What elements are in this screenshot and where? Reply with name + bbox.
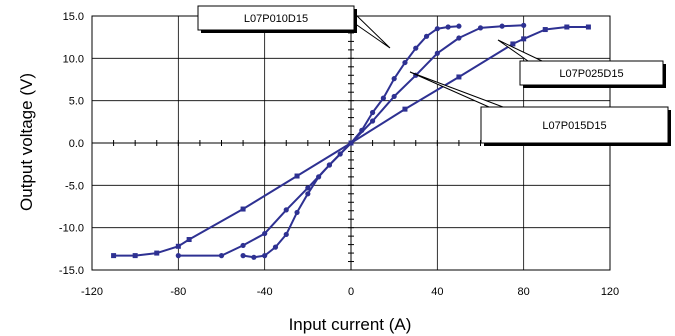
data-point bbox=[283, 207, 289, 213]
data-point bbox=[585, 24, 591, 30]
data-point bbox=[423, 33, 430, 39]
y-tick-label: -5.0 bbox=[65, 180, 84, 192]
data-point bbox=[369, 109, 376, 116]
data-point bbox=[391, 76, 397, 82]
data-point bbox=[240, 242, 246, 249]
x-tick-label: 120 bbox=[601, 286, 619, 298]
tick-labels: -120 -80 -40 0 40 80 120 15.0 10.0 5.0 0.0 -5.0 -10.… bbox=[59, 11, 619, 298]
y-axis-title: Output voltage (V) bbox=[17, 73, 36, 211]
callout-label: L07P025D15 bbox=[559, 68, 623, 80]
callout-label: L07P010D15 bbox=[244, 13, 308, 25]
y-tick-label: 0.0 bbox=[69, 138, 84, 150]
data-point bbox=[521, 22, 527, 28]
y-tick-label: 15.0 bbox=[63, 11, 84, 23]
x-tick-label: -120 bbox=[81, 286, 103, 298]
data-point bbox=[564, 24, 570, 30]
data-point bbox=[402, 59, 408, 66]
x-tick-label: 80 bbox=[518, 286, 530, 298]
series-l07p015d15 bbox=[175, 22, 527, 259]
data-point bbox=[456, 23, 462, 29]
data-point bbox=[499, 23, 505, 29]
data-point bbox=[175, 253, 181, 259]
y-tick-label: -10.0 bbox=[59, 223, 84, 235]
data-point bbox=[542, 27, 548, 33]
data-point bbox=[434, 50, 440, 56]
data-point bbox=[294, 173, 300, 179]
data-point bbox=[262, 253, 268, 259]
data-point bbox=[305, 191, 311, 197]
data-point bbox=[186, 237, 192, 243]
data-point bbox=[348, 140, 354, 146]
data-point bbox=[251, 254, 257, 260]
data-point bbox=[380, 95, 386, 101]
data-point bbox=[305, 185, 311, 191]
data-point bbox=[240, 206, 246, 212]
y-tick-label: 10.0 bbox=[63, 53, 84, 65]
data-point bbox=[477, 25, 484, 31]
callouts: L07P010D15 L07P025D15 L07P015D15 bbox=[197, 5, 671, 146]
data-point bbox=[402, 106, 408, 112]
data-point bbox=[510, 41, 516, 47]
x-tick-label: 40 bbox=[431, 286, 443, 298]
data-point bbox=[262, 230, 268, 237]
data-point bbox=[456, 35, 462, 41]
series-line bbox=[178, 24, 524, 257]
data-point bbox=[434, 26, 440, 32]
data-point bbox=[154, 250, 160, 256]
data-point bbox=[521, 36, 527, 42]
data-point bbox=[413, 45, 419, 51]
callout-box bbox=[480, 106, 669, 144]
x-tick-label: -80 bbox=[170, 286, 186, 298]
x-tick-label: 0 bbox=[348, 286, 354, 298]
data-point bbox=[391, 93, 397, 100]
data-point bbox=[326, 162, 333, 168]
series-l07p025d15 bbox=[111, 24, 591, 259]
callout-box bbox=[519, 60, 664, 86]
callout-l07p025d15: L07P025D15 bbox=[497, 39, 666, 88]
data-point bbox=[132, 253, 138, 259]
callout-l07p015d15: L07P015D15 bbox=[409, 71, 671, 146]
data-point bbox=[175, 243, 181, 249]
series-group bbox=[111, 22, 591, 260]
y-tick-label: -15.0 bbox=[59, 265, 84, 277]
data-point bbox=[272, 244, 279, 250]
data-point bbox=[240, 253, 246, 259]
y-tick-label: 5.0 bbox=[69, 96, 84, 108]
data-point bbox=[294, 209, 300, 216]
callout-l07p010d15: L07P010D15 bbox=[197, 5, 391, 49]
data-point bbox=[369, 118, 376, 124]
callout-box bbox=[197, 5, 355, 31]
x-tick-label: -40 bbox=[257, 286, 273, 298]
data-point bbox=[445, 24, 451, 30]
callout-label: L07P015D15 bbox=[542, 120, 606, 132]
data-point bbox=[456, 74, 462, 80]
data-point bbox=[283, 231, 289, 238]
data-point bbox=[218, 253, 225, 259]
x-axis-title: Input current (A) bbox=[289, 315, 412, 334]
data-point bbox=[111, 253, 117, 259]
